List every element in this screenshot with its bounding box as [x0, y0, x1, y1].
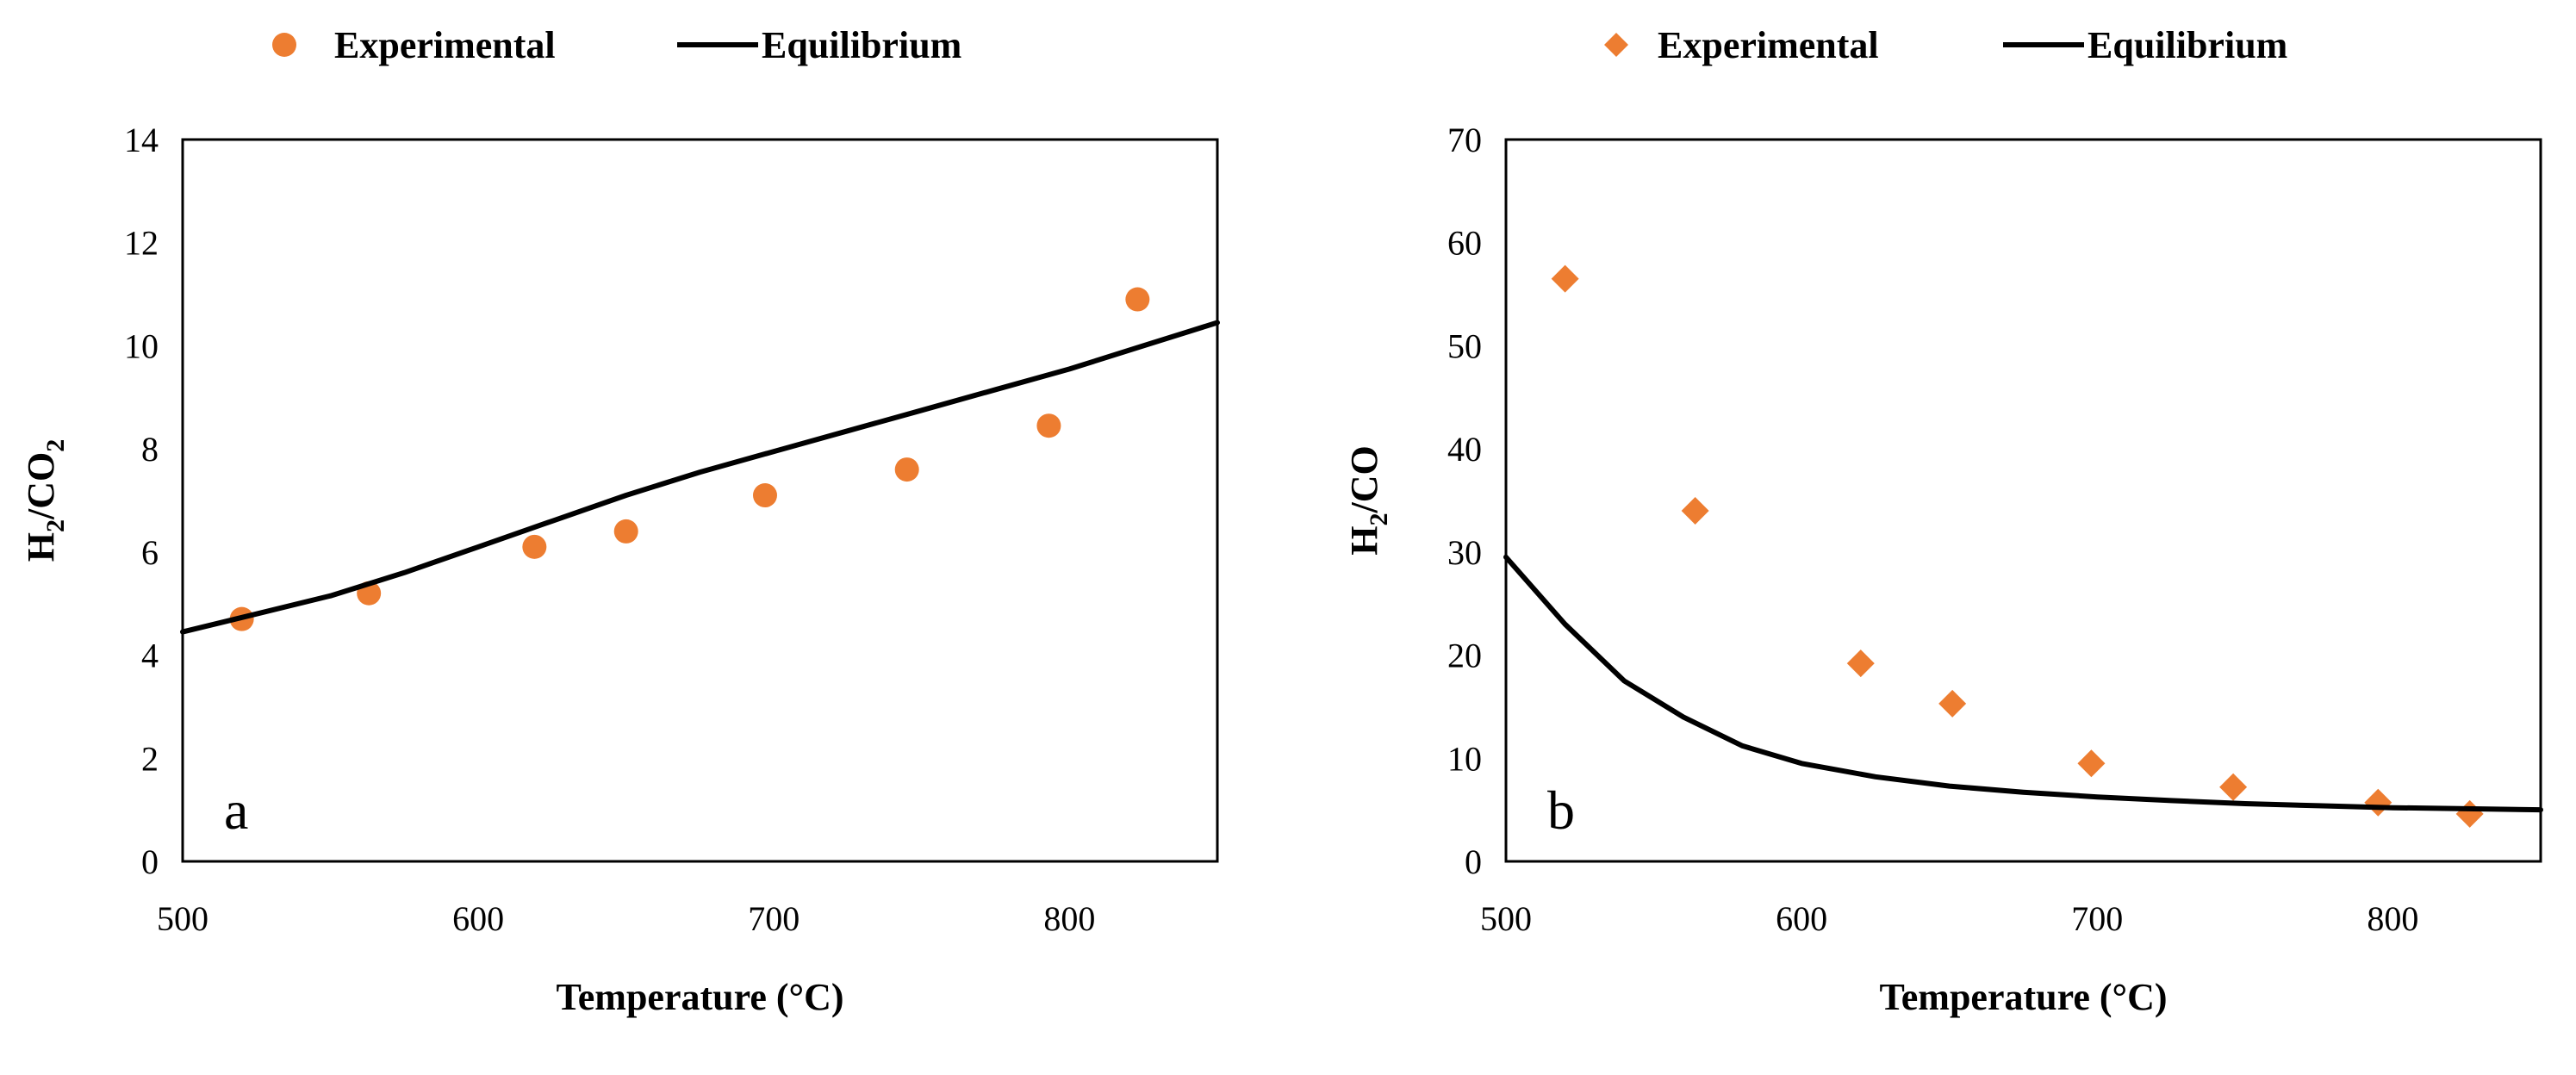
- x-tick-label: 600: [452, 899, 504, 938]
- experimental-point: [894, 457, 919, 482]
- experimental-point: [1036, 413, 1061, 438]
- x-tick-label: 800: [1043, 899, 1095, 938]
- y-axis-label: H2/CO2: [20, 439, 70, 562]
- x-axis-label: Temperature (°C): [1879, 976, 2167, 1018]
- panel-label: b: [1547, 780, 1575, 841]
- x-tick-label: 500: [157, 899, 208, 938]
- equilibrium-line: [1503, 554, 2543, 813]
- experimental-point: [613, 519, 638, 544]
- x-tick-label: 500: [1480, 899, 1532, 938]
- legend-label-equilibrium: Equilibrium: [2088, 24, 2287, 66]
- legend: Experimental Equilibrium: [272, 24, 961, 66]
- experimental-point: [1846, 649, 1875, 678]
- x-tick-label: 700: [2071, 899, 2123, 938]
- y-tick-label: 2: [141, 739, 159, 778]
- experimental-point: [752, 483, 777, 508]
- y-tick-label: 8: [141, 430, 159, 469]
- y-tick-label: 14: [124, 121, 159, 159]
- y-tick-label: 0: [141, 842, 159, 881]
- y-tick-label: 10: [1447, 739, 1482, 778]
- x-axis-label: Temperature (°C): [556, 976, 843, 1018]
- y-tick-label: 12: [124, 224, 159, 263]
- experimental-point: [1938, 689, 1967, 718]
- experimental-point: [1125, 287, 1150, 312]
- y-tick-label: 60: [1447, 224, 1482, 263]
- legend-marker-experimental: [272, 33, 296, 57]
- experimental-point: [522, 534, 547, 559]
- y-tick-label: 40: [1447, 430, 1482, 469]
- x-tick-label: 800: [2367, 899, 2418, 938]
- experimental-point: [2364, 788, 2392, 817]
- y-tick-label: 4: [141, 637, 159, 675]
- legend-label-experimental: Experimental: [1658, 24, 1879, 66]
- y-tick-label: 50: [1447, 326, 1482, 365]
- x-tick-label: 600: [1776, 899, 1827, 938]
- legend-label-experimental: Experimental: [334, 24, 556, 66]
- y-tick-label: 10: [124, 326, 159, 365]
- y-tick-label: 20: [1447, 637, 1482, 675]
- y-tick-label: 6: [141, 533, 159, 572]
- plot-area-frame: [181, 138, 1219, 863]
- y-tick-label: 70: [1447, 121, 1482, 159]
- legend-label-equilibrium: Equilibrium: [762, 24, 961, 66]
- legend: Experimental Equilibrium: [1604, 24, 2287, 66]
- chart-panel-b: 0 10 20 30 40 50 60 70 500 600 700 800 Temperature (…: [1343, 24, 2543, 1018]
- y-axis-label: H2/CO: [1343, 445, 1393, 555]
- experimental-point: [2219, 773, 2248, 801]
- chart-panel-a: 0 2 4 6 8 10 12 14 500 600 700 800 Temperature (°C) H…: [20, 24, 1220, 1018]
- legend-marker-experimental: [1604, 33, 1628, 57]
- experimental-point: [2455, 799, 2484, 828]
- x-tick-label: 700: [748, 899, 800, 938]
- experimental-point: [1681, 496, 1709, 525]
- y-tick-label: 30: [1447, 533, 1482, 572]
- equilibrium-line: [180, 320, 1220, 635]
- y-tick-label: 0: [1465, 842, 1482, 881]
- panel-label: a: [224, 780, 248, 841]
- experimental-point: [1551, 264, 1579, 293]
- experimental-point: [2077, 749, 2106, 778]
- plot-area-frame: [1504, 138, 2542, 863]
